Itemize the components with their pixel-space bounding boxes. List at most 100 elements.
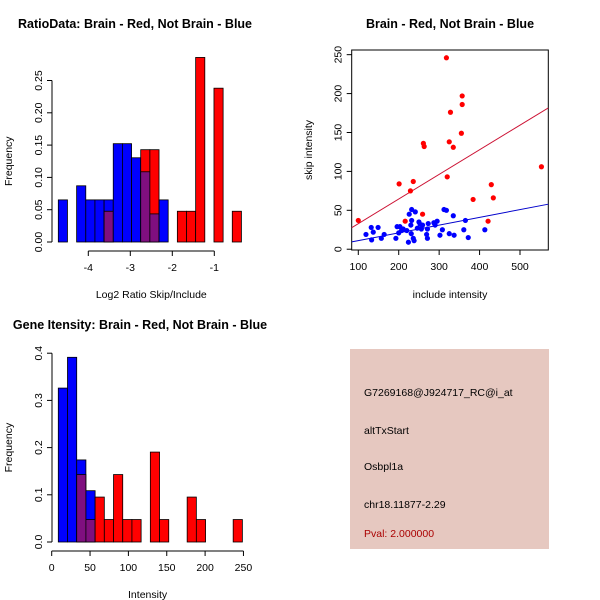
scatter-point-not-brain — [424, 231, 430, 238]
scatter-point-not-brain — [363, 231, 369, 238]
scatter-point-brain — [355, 217, 361, 224]
scatter-point-not-brain — [369, 237, 375, 243]
scatter-point-not-brain — [405, 239, 412, 245]
scatter-point-not-brain — [482, 227, 488, 233]
x-axis-label: Log2 Ratio Skip/Include — [96, 289, 207, 301]
scatter-point-brain — [458, 130, 464, 136]
histogram-bar-brain — [232, 519, 243, 543]
histogram-bar-brain — [94, 496, 105, 543]
x-tick-label: 300 — [430, 261, 448, 273]
intensity-scatter: Brain - Red, Not Brain - Blue include int… — [303, 17, 549, 301]
scatter-point-not-brain — [414, 225, 420, 231]
scatter-point-brain — [447, 109, 454, 115]
scatter-point-brain — [470, 196, 476, 203]
probe-id: G7269168@J924717_RC@i_at — [364, 387, 513, 399]
y-tick-label: 100 — [333, 162, 345, 180]
scatter-point-not-brain — [393, 235, 399, 241]
scatter-point-not-brain — [434, 218, 440, 224]
scatter-point-brain — [485, 218, 491, 224]
info-panel: G7269168@J924717_RC@i_at altTxStart Osbp… — [350, 349, 549, 549]
scatter-point-brain — [421, 143, 427, 150]
scatter-point-not-brain — [406, 211, 412, 217]
scatter-point-not-brain — [408, 231, 414, 237]
chart-title: Gene Itensity: Brain - Red, Not Brain - … — [13, 318, 267, 332]
gene-name: Osbpl1a — [364, 461, 403, 473]
histogram-bar-brain — [159, 519, 170, 543]
x-tick-label: 150 — [158, 562, 176, 574]
plot-frame — [351, 49, 549, 251]
scatter-point-brain — [419, 211, 426, 217]
histogram-bar-not-brain — [76, 185, 87, 243]
histogram-bar-brain — [186, 210, 197, 243]
scatter-point-brain — [444, 174, 450, 180]
histogram-bar-not-brain — [85, 199, 96, 243]
scatter-point-not-brain — [439, 227, 445, 233]
scatter-point-not-brain — [378, 235, 384, 241]
scatter-point-not-brain — [451, 232, 457, 238]
histogram-bar-overlap — [85, 519, 96, 543]
x-axis-label: include intensity — [413, 289, 488, 301]
scatter-point-not-brain — [404, 227, 410, 234]
scatter-point-not-brain — [450, 213, 456, 219]
scatter-point-brain — [407, 188, 414, 194]
scatter-point-not-brain — [432, 222, 438, 228]
y-tick-label: 250 — [333, 46, 345, 64]
scatter-point-not-brain — [408, 222, 414, 228]
x-tick-label: 0 — [49, 562, 55, 574]
chart-title: Brain - Red, Not Brain - Blue — [366, 17, 534, 31]
x-tick-label: -1 — [210, 262, 219, 274]
y-tick-label: 0.00 — [33, 232, 45, 253]
scatter-point-not-brain — [437, 232, 443, 238]
histogram-bar-brain — [131, 519, 142, 543]
histogram-bar-overlap — [103, 210, 114, 243]
scatter-point-brain — [459, 93, 465, 99]
y-tick-label: 0.05 — [33, 199, 45, 220]
x-tick-label: 500 — [511, 261, 529, 273]
y-tick-label: 0.1 — [33, 487, 45, 502]
y-axis-label: Frequency — [3, 422, 15, 472]
gene-intensity-histogram: Gene Itensity: Brain - Red, Not Brain - … — [3, 318, 267, 600]
x-tick-label: 400 — [471, 261, 489, 273]
chart-title: RatioData: Brain - Red, Not Brain - Blue — [18, 17, 252, 31]
y-tick-label: 0.10 — [33, 167, 45, 188]
x-tick-label: 200 — [390, 261, 408, 273]
scatter-point-brain — [488, 182, 494, 188]
scatter-point-not-brain — [425, 220, 431, 227]
x-tick-label: -3 — [126, 262, 135, 274]
scatter-point-not-brain — [419, 222, 426, 228]
histogram-bar-brain — [195, 519, 206, 543]
y-tick-label: 0.15 — [33, 135, 45, 156]
histogram-bar-brain — [122, 519, 133, 543]
scatter-point-not-brain — [424, 235, 431, 241]
histogram-bar-not-brain — [122, 143, 132, 243]
histogram-bar-not-brain — [57, 199, 68, 243]
y-tick-label: 0.4 — [33, 346, 45, 361]
scatter-point-not-brain — [465, 234, 471, 241]
histogram-bar-brain — [103, 519, 114, 543]
histogram-bar-brain — [186, 496, 197, 543]
scatter-point-not-brain — [446, 231, 452, 237]
ratio-histogram: RatioData: Brain - Red, Not Brain - Blue… — [3, 17, 252, 301]
regression-line-brain — [351, 107, 549, 229]
histogram-bar-brain — [149, 451, 160, 543]
scatter-point-not-brain — [381, 231, 387, 238]
y-tick-label: 150 — [333, 124, 345, 142]
location: chr18.11877-2.29 — [364, 499, 446, 511]
scatter-point-brain — [396, 181, 402, 187]
histogram-bar-brain — [213, 87, 224, 243]
histogram-bar-not-brain — [131, 157, 142, 243]
histogram-bar-not-brain — [67, 356, 78, 543]
scatter-point-not-brain — [412, 209, 418, 215]
y-tick-label: 50 — [333, 204, 345, 216]
x-tick-label: 200 — [196, 562, 214, 574]
scatter-point-not-brain — [443, 207, 450, 213]
y-tick-label: 0.2 — [33, 440, 45, 455]
y-tick-label: 0.0 — [33, 535, 45, 550]
histogram-bar-overlap — [76, 474, 87, 543]
histogram-bar-overlap — [140, 171, 151, 243]
scatter-point-brain — [402, 218, 408, 224]
y-tick-label: 0.25 — [33, 70, 45, 91]
histogram-bar-overlap — [149, 213, 160, 243]
histogram-bar-not-brain — [94, 199, 105, 243]
scatter-point-not-brain — [368, 224, 374, 231]
